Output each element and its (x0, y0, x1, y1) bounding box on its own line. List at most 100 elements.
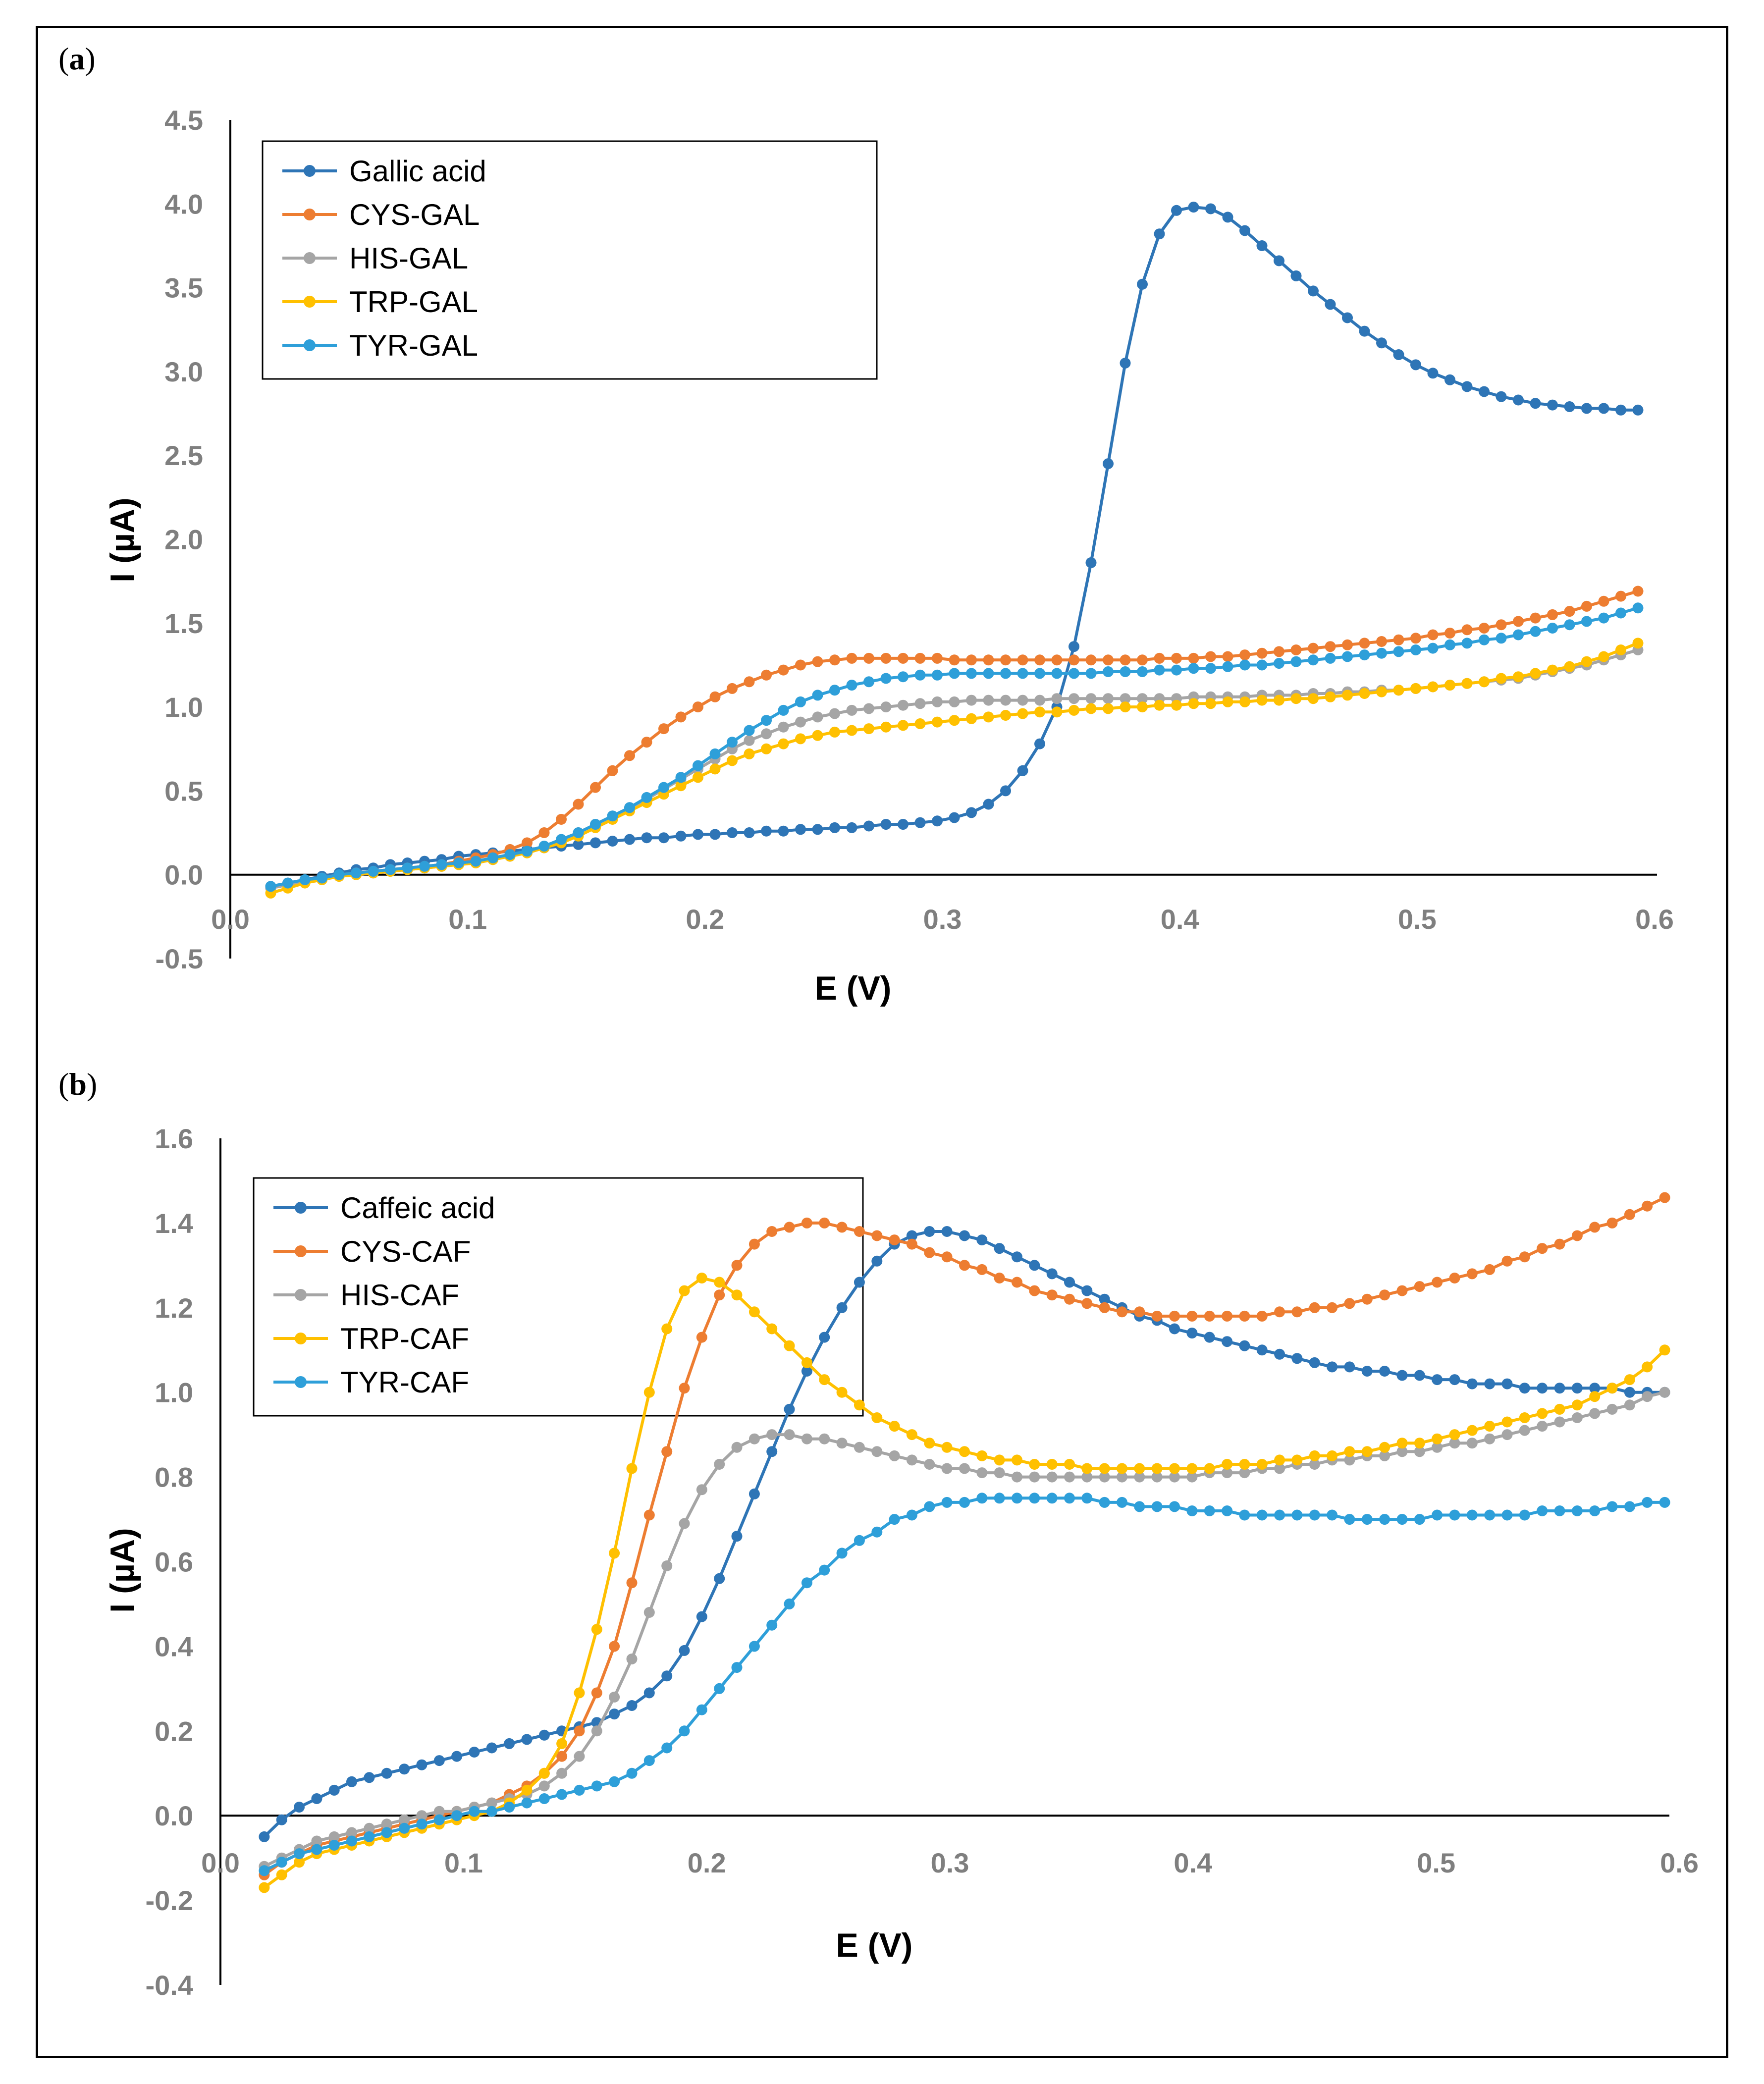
panel-a-point-cys-gal (1581, 600, 1592, 612)
panel-b-point-his-caf (976, 1467, 988, 1479)
panel-b-point-his-caf (924, 1459, 935, 1470)
panel-a-point-tyr-gal (1205, 663, 1216, 674)
panel-a-point-gallic-acid (590, 837, 601, 849)
panel-b-point-cys-caf (1414, 1281, 1425, 1292)
panel-a-point-tyr-gal (351, 867, 362, 879)
panel-b-point-his-caf (591, 1725, 602, 1737)
panel-b-point-trp-caf (1186, 1463, 1198, 1474)
panel-a-point-cys-gal (1427, 629, 1439, 641)
panel-b-point-his-caf (574, 1751, 585, 1762)
panel-b-point-caffeic-acid (276, 1814, 287, 1825)
panel-b-point-tyr-caf (976, 1493, 988, 1504)
panel-a-point-trp-gal (1325, 691, 1336, 702)
panel-b-point-caffeic-acid (1012, 1251, 1022, 1263)
panel-b-point-tyr-caf (1361, 1514, 1373, 1525)
panel-a-point-tyr-gal (846, 680, 857, 691)
panel-b-point-trp-caf (1081, 1463, 1093, 1474)
panel-b-point-cys-caf (748, 1238, 760, 1250)
panel-b-point-tyr-caf (1239, 1509, 1250, 1521)
figure-frame (36, 26, 1728, 2058)
panel-b-point-trp-caf (661, 1323, 673, 1335)
panel-b-point-cys-caf (1327, 1302, 1338, 1313)
panel-b-point-cys-caf (1554, 1238, 1565, 1250)
panel-a-legend-marker-his-gal (304, 252, 316, 264)
panel-b-point-tyr-caf (504, 1802, 515, 1813)
panel-a-point-tyr-gal (402, 862, 413, 874)
panel-b-point-his-caf (1396, 1446, 1408, 1457)
panel-a-y-tick-label: 4.0 (164, 188, 203, 219)
panel-b-series-tyr-caf (259, 1493, 1670, 1876)
panel-a-y-tick-label: 0.0 (164, 859, 203, 891)
panel-a-point-tyr-gal (1461, 638, 1473, 649)
panel-a-point-cys-gal (693, 701, 703, 713)
panel-a-point-tyr-gal (487, 852, 498, 863)
panel-b-point-cys-caf (1222, 1310, 1233, 1322)
panel-b-point-caffeic-acid (486, 1742, 497, 1754)
panel-b-point-tyr-caf (1222, 1505, 1233, 1516)
panel-a-point-tyr-gal (1188, 663, 1199, 674)
panel-b-point-trp-caf (1064, 1459, 1075, 1470)
panel-b-point-trp-caf (1151, 1463, 1163, 1474)
panel-b-point-tyr-caf (766, 1619, 778, 1631)
panel-a-point-tyr-gal (778, 704, 789, 716)
panel-b-point-tyr-caf (714, 1683, 725, 1694)
panel-b-point-cys-caf (1239, 1310, 1250, 1322)
panel-a-point-cys-gal (795, 659, 806, 671)
panel-a-legend: Gallic acid CYS-GAL HIS-GAL TRP-GAL TYR-GAL (262, 140, 878, 380)
panel-a-point-tyr-gal (1598, 612, 1609, 624)
panel-b-point-tyr-caf (1624, 1501, 1635, 1512)
panel-a-point-his-gal (1085, 693, 1097, 704)
panel-b-point-his-caf (1134, 1471, 1145, 1483)
panel-b-point-tyr-caf (364, 1831, 375, 1842)
panel-b-point-caffeic-acid (1046, 1268, 1058, 1280)
panel-a-point-his-gal (829, 708, 840, 719)
panel-a-point-cys-gal (709, 691, 721, 702)
panel-b-point-caffeic-acid (521, 1734, 533, 1745)
panel-b-point-tyr-caf (1064, 1493, 1075, 1504)
panel-b-y-tick-label: 1.0 (155, 1377, 193, 1408)
panel-b-point-cys-caf (574, 1725, 585, 1737)
panel-a-point-trp-gal (1188, 698, 1199, 709)
panel-b-point-tyr-caf (381, 1827, 392, 1838)
panel-b-point-cys-caf (1186, 1310, 1198, 1322)
panel-b-point-caffeic-acid (679, 1645, 690, 1656)
panel-b-point-caffeic-acid (1484, 1378, 1496, 1389)
panel-a-point-trp-gal (1085, 703, 1097, 714)
panel-b-point-caffeic-acid (1624, 1387, 1635, 1398)
panel-a-point-cys-gal (1274, 646, 1284, 657)
panel-b-point-his-caf (1642, 1391, 1653, 1402)
panel-b-point-trp-caf (1274, 1454, 1285, 1466)
panel-b-point-tyr-caf (1204, 1505, 1215, 1516)
panel-a-point-cys-gal (1069, 654, 1079, 666)
panel-a-point-cys-gal (1137, 654, 1148, 666)
panel-a-point-cys-gal (914, 652, 926, 664)
panel-b-point-his-caf (381, 1818, 392, 1830)
panel-b-y-tick-label: 0.8 (155, 1462, 193, 1493)
panel-b-point-caffeic-acid (836, 1302, 848, 1313)
panel-b-point-cys-caf (661, 1446, 673, 1457)
panel-b-point-tyr-caf (1537, 1505, 1548, 1516)
panel-a-point-cys-gal (1530, 612, 1541, 624)
panel-a-x-tick-label: 0.5 (1398, 904, 1437, 935)
panel-a-point-gallic-acid (1530, 398, 1541, 409)
panel-b-point-caffeic-acid (1537, 1383, 1548, 1394)
panel-b-point-his-caf (1519, 1425, 1530, 1436)
panel-a-point-his-gal (812, 711, 823, 723)
panel-a-point-cys-gal (727, 683, 738, 694)
panel-b-point-trp-caf (906, 1429, 917, 1441)
panel-b-point-tyr-caf (521, 1797, 533, 1809)
panel-b-point-trp-caf (1046, 1459, 1058, 1470)
panel-a-point-gallic-acid (1154, 228, 1165, 240)
panel-b-point-tyr-caf (1029, 1493, 1040, 1504)
panel-b-point-tyr-caf (801, 1577, 812, 1589)
panel-b-point-his-caf (766, 1429, 778, 1441)
panel-b-point-tyr-caf (1554, 1505, 1565, 1516)
panel-a-point-tyr-gal (1376, 647, 1387, 659)
panel-a-point-gallic-acid (1479, 386, 1490, 397)
panel-a-point-gallic-acid (1513, 394, 1524, 406)
panel-a-point-tyr-gal (385, 864, 396, 875)
panel-b-point-tyr-caf (1519, 1509, 1530, 1521)
panel-b-y-tick-label: -0.4 (146, 1970, 194, 2001)
panel-a-point-cys-gal (761, 669, 772, 681)
panel-b-x-tick-label: 0.2 (688, 1847, 726, 1878)
